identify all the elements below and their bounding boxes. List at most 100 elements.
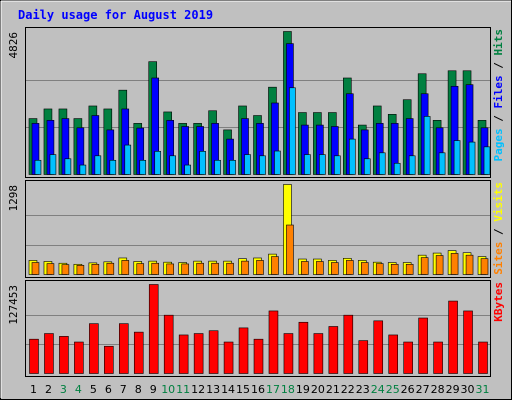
x-tick-label-20: 20 [311, 383, 325, 396]
bar-visits-sites-sites-12 [196, 262, 204, 275]
bar-pages-files-hits-pages-20 [319, 154, 326, 175]
x-tick-label-18: 18 [281, 383, 295, 396]
legend-kbytes: KBytes [492, 282, 505, 322]
bar-pages-files-hits-pages-25 [393, 162, 401, 175]
bar-kbytes-kbytes-1 [29, 338, 39, 374]
bar-pages-files-hits-pages-5 [94, 155, 102, 175]
bar-kbytes-kbytes-12 [193, 333, 204, 374]
legend-pages-files-hits: Pages / Files / Hits [492, 29, 505, 162]
bar-kbytes-kbytes-19 [298, 321, 309, 374]
bar-visits-sites-sites-31 [480, 258, 489, 275]
bar-visits-sites-sites-13 [211, 262, 219, 275]
bar-visits-sites-sites-24 [375, 263, 384, 275]
bar-visits-sites-sites-21 [331, 262, 339, 275]
bar-pages-files-hits-pages-29 [453, 140, 461, 175]
bar-pages-files-hits-pages-10 [169, 155, 176, 175]
bar-kbytes-kbytes-7 [119, 323, 129, 374]
bar-kbytes-kbytes-29 [448, 300, 458, 374]
x-tick-label-28: 28 [431, 383, 445, 396]
x-tick-label-25: 25 [386, 383, 400, 396]
bar-kbytes-kbytes-5 [89, 323, 99, 374]
bar-visits-sites-sites-11 [181, 263, 189, 275]
x-tick-label-26: 26 [401, 383, 415, 396]
legend-item-kbytes-0: KBytes [492, 282, 505, 322]
bar-pages-files-hits-pages-12 [199, 151, 206, 175]
bar-kbytes-kbytes-22 [343, 314, 354, 374]
bar-visits-sites-sites-14 [226, 262, 234, 275]
x-tick-label-3: 3 [60, 383, 67, 396]
bar-visits-sites-sites-4 [76, 265, 85, 275]
bar-pages-files-hits-pages-8 [139, 159, 147, 175]
bar-kbytes-kbytes-25 [388, 334, 398, 374]
bar-pages-files-hits-pages-7 [124, 144, 132, 175]
legend-visits-sites: Sites / Visits [492, 182, 505, 275]
bar-kbytes-kbytes-15 [238, 327, 249, 374]
bar-pages-files-hits-pages-18 [289, 87, 296, 175]
bar-kbytes-kbytes-28 [433, 341, 443, 374]
y-max-label-kbytes: 127453 [7, 285, 20, 325]
bar-kbytes-kbytes-21 [328, 326, 339, 374]
bar-kbytes-kbytes-10 [163, 314, 174, 374]
x-tick-label-2: 2 [45, 383, 52, 396]
bar-pages-files-hits-pages-22 [349, 138, 356, 175]
bar-visits-sites-sites-1 [31, 262, 40, 275]
x-tick-label-11: 11 [176, 383, 190, 396]
bar-visits-sites-sites-20 [316, 261, 324, 275]
bar-visits-sites-sites-16 [256, 260, 264, 275]
bar-visits-sites-sites-15 [241, 260, 249, 275]
legend-item-pages-files-hits-0: Pages [492, 128, 505, 161]
x-tick-label-21: 21 [326, 383, 340, 396]
bar-kbytes-kbytes-3 [59, 336, 69, 374]
x-tick-label-1: 1 [30, 383, 37, 396]
legend-item-pages-files-hits-1: / [492, 109, 505, 129]
bar-pages-files-hits-pages-11 [184, 164, 191, 175]
bar-visits-sites-sites-25 [390, 263, 399, 275]
bar-kbytes-kbytes-2 [44, 333, 54, 374]
bar-kbytes-kbytes-9 [148, 284, 159, 374]
bar-visits-sites-sites-29 [450, 253, 459, 275]
bar-kbytes-kbytes-4 [74, 341, 84, 374]
x-tick-label-17: 17 [266, 383, 280, 396]
x-tick-label-23: 23 [356, 383, 370, 396]
bar-kbytes-kbytes-31 [478, 341, 488, 374]
bar-pages-files-hits-pages-9 [154, 151, 162, 175]
bar-pages-files-hits-pages-15 [244, 154, 251, 175]
bar-pages-files-hits-pages-14 [229, 159, 236, 175]
bar-pages-files-hits-pages-31 [483, 146, 491, 175]
bar-kbytes-kbytes-18 [283, 333, 294, 374]
x-tick-label-10: 10 [161, 383, 175, 396]
x-tick-label-24: 24 [371, 383, 385, 396]
bar-pages-files-hits-pages-28 [438, 152, 446, 175]
bar-pages-files-hits-pages-24 [378, 152, 386, 175]
x-tick-label-31: 31 [476, 383, 490, 396]
bar-kbytes-kbytes-8 [133, 331, 144, 374]
x-tick-label-15: 15 [236, 383, 250, 396]
bar-kbytes-kbytes-11 [178, 334, 189, 374]
bar-kbytes-kbytes-27 [418, 317, 428, 374]
bar-pages-files-hits-pages-27 [423, 116, 431, 175]
x-tick-label-22: 22 [341, 383, 355, 396]
bar-kbytes-kbytes-17 [268, 310, 279, 374]
x-tick-label-19: 19 [296, 383, 310, 396]
bar-visits-sites-sites-6 [106, 262, 115, 275]
x-tick-label-13: 13 [206, 383, 220, 396]
legend-item-pages-files-hits-2: Files [492, 75, 505, 108]
legend-item-visits-sites-0: Sites [492, 242, 505, 275]
x-tick-label-5: 5 [90, 383, 97, 396]
bar-kbytes-kbytes-6 [104, 345, 114, 374]
bar-pages-files-hits-pages-4 [79, 164, 87, 175]
chart-title: Daily usage for August 2019 [18, 8, 213, 22]
bar-kbytes-kbytes-26 [403, 341, 413, 374]
bar-visits-sites-sites-9 [151, 262, 160, 275]
legend-item-pages-files-hits-4: Hits [492, 29, 505, 56]
x-tick-label-12: 12 [191, 383, 205, 396]
bar-pages-files-hits-pages-6 [109, 159, 117, 175]
x-tick-label-14: 14 [221, 383, 235, 396]
bar-pages-files-hits-pages-1 [34, 159, 42, 175]
bar-pages-files-hits-pages-30 [468, 141, 476, 175]
bar-visits-sites-sites-19 [301, 261, 309, 275]
bar-visits-sites-sites-23 [360, 262, 369, 275]
legend-item-pages-files-hits-3: / [492, 56, 505, 76]
bar-visits-sites-sites-17 [271, 256, 279, 275]
bar-kbytes-kbytes-20 [313, 333, 324, 374]
